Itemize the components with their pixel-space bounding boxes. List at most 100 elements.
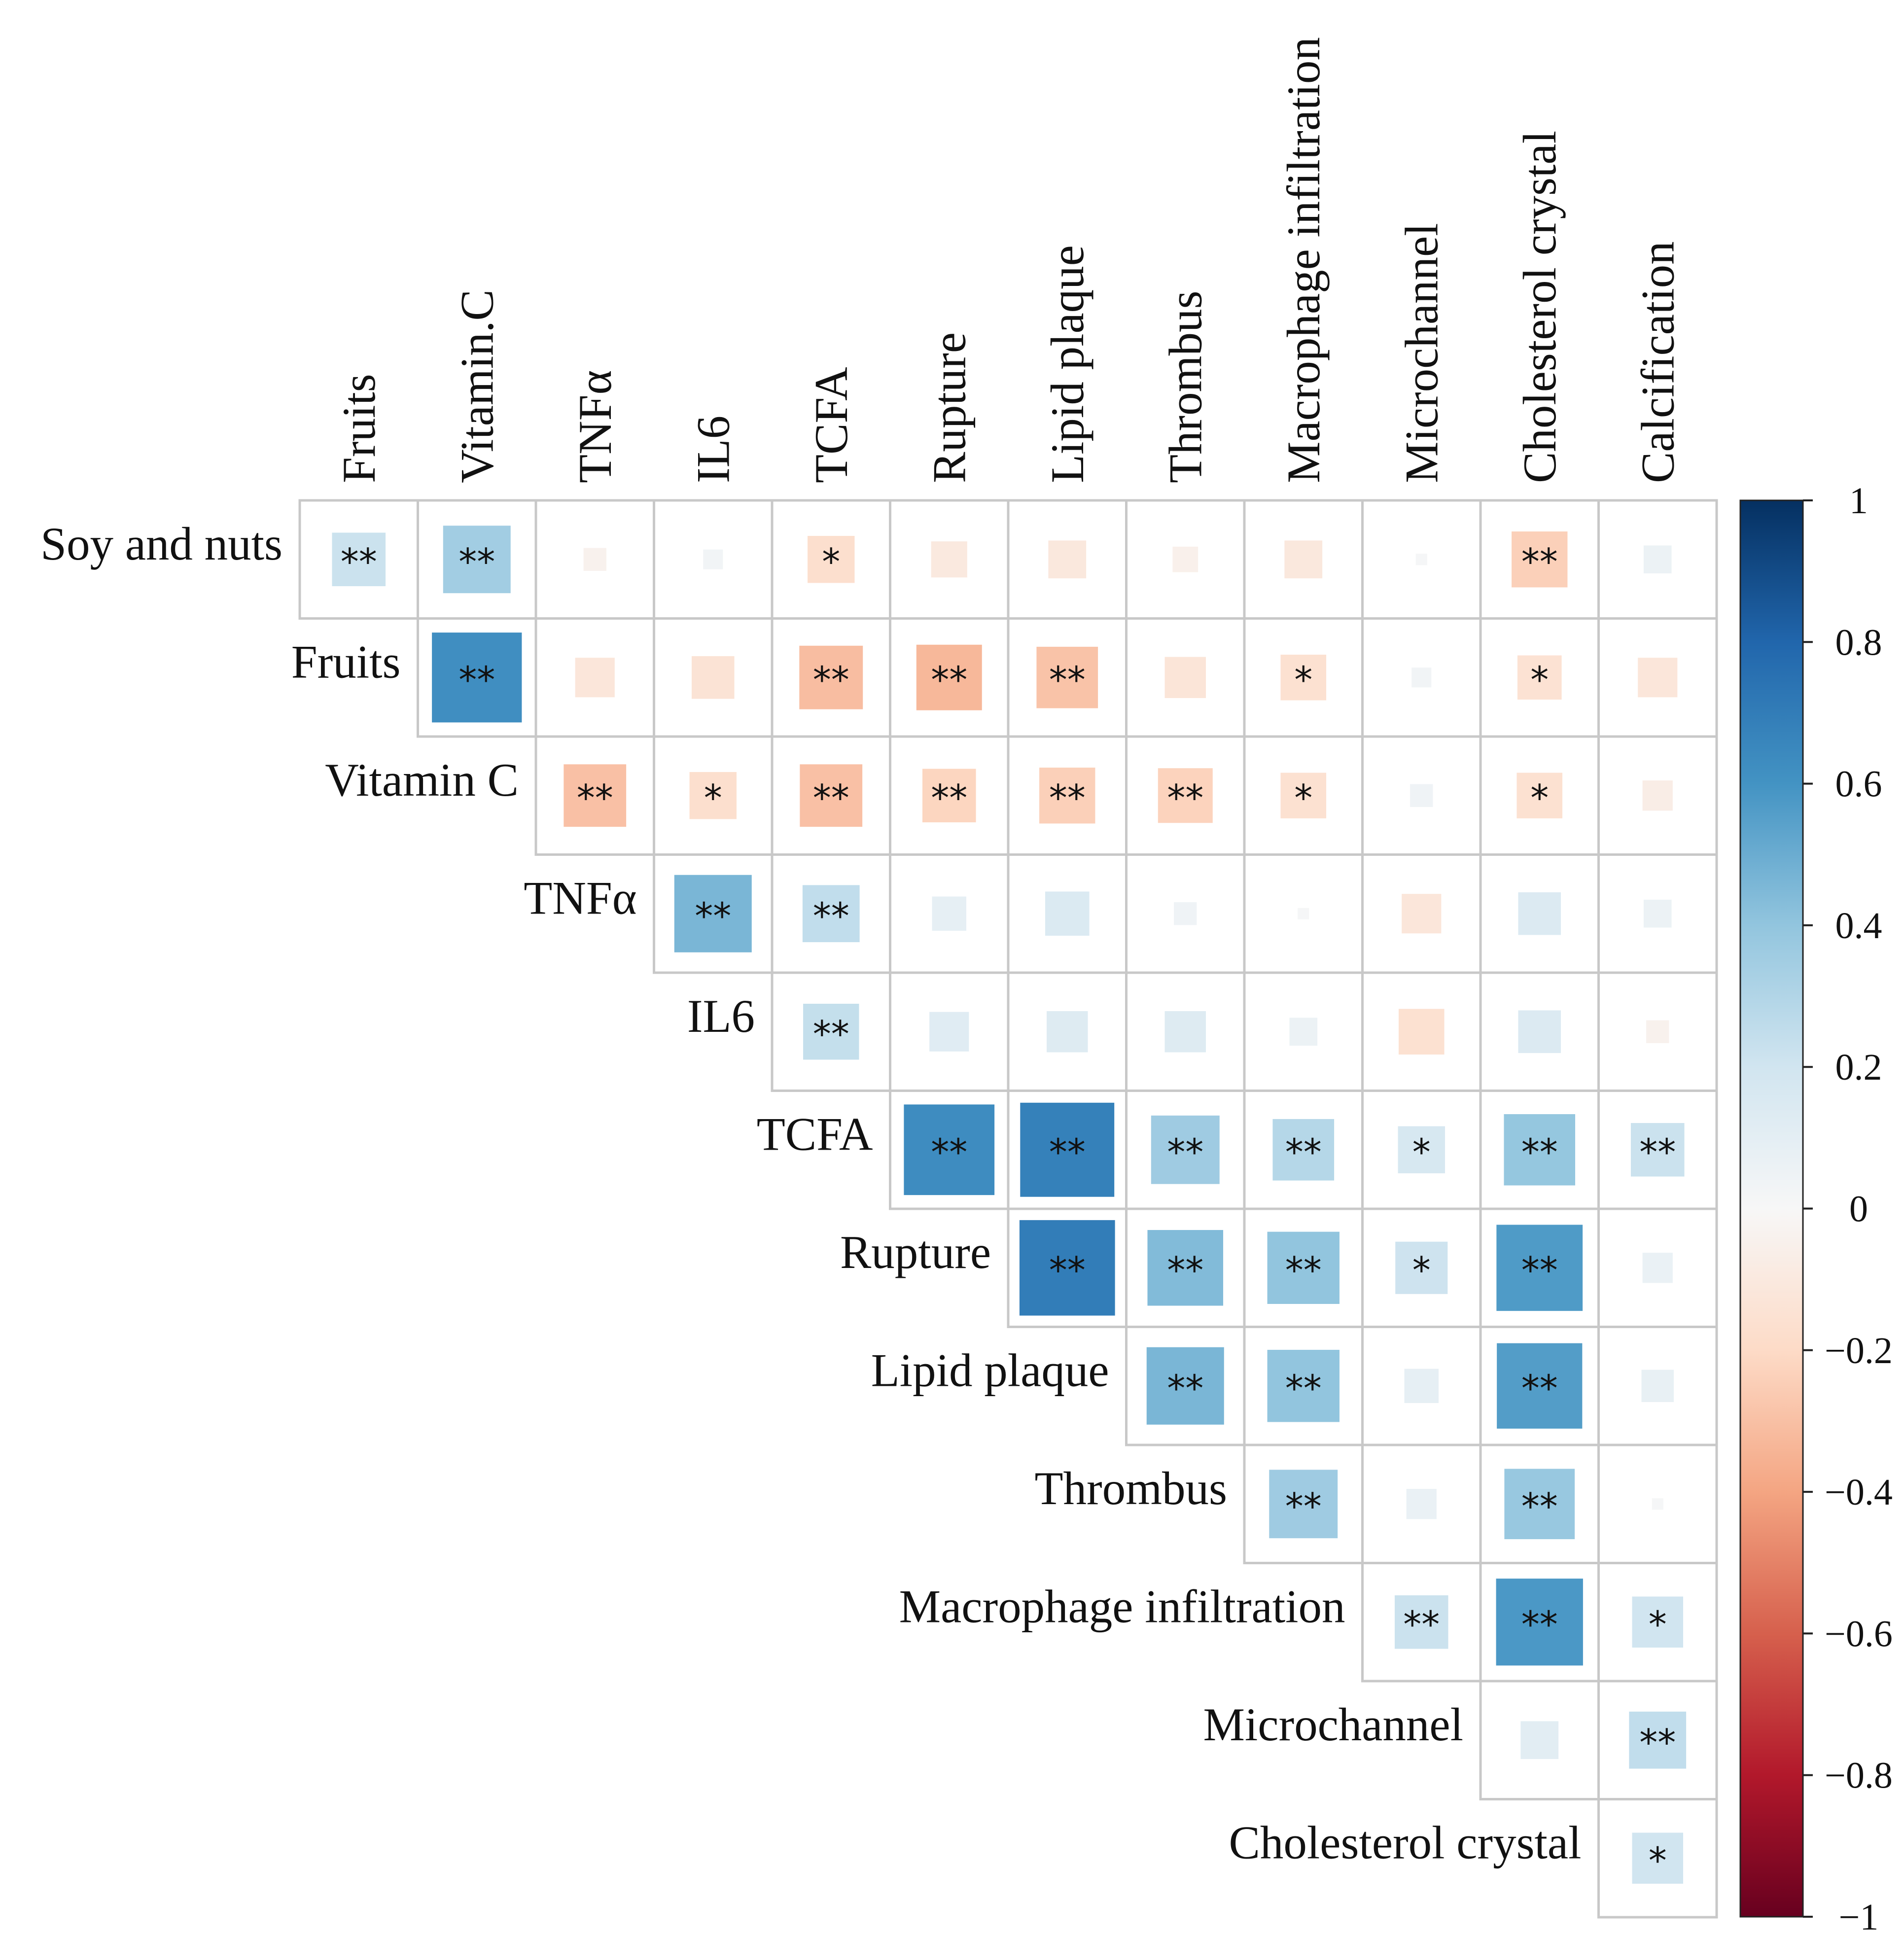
cell-tcfa-thrombus — [1151, 1115, 1220, 1184]
cell-soy-and-nuts-vitamin-c — [443, 526, 511, 594]
colorbar-tick-label-10: −1 — [1839, 1897, 1879, 1932]
significance-1-4: ** — [813, 659, 849, 701]
significance-8-10: ** — [1521, 1485, 1558, 1528]
colorbar-tick-label-8: −0.6 — [1825, 1613, 1893, 1654]
row-label-fruits: Fruits — [291, 635, 401, 688]
cell-soy-and-nuts-fruits — [332, 532, 386, 587]
cell-vitamin-c-il6 — [689, 772, 737, 819]
colorbar-tick-label-7: −0.4 — [1825, 1472, 1893, 1513]
significance-6-7: ** — [1167, 1249, 1203, 1292]
cell-fruits-cholesterol-crystal — [1517, 655, 1562, 700]
row-label-macrophage-infiltration: Macrophage infiltration — [899, 1580, 1345, 1632]
colorbar-gradient — [1739, 499, 1804, 1918]
row-label-thrombus: Thrombus — [1034, 1462, 1227, 1514]
cell-thrombus-macrophage-infiltration — [1269, 1470, 1338, 1539]
significance-7-8: ** — [1285, 1367, 1322, 1409]
cell-macrophage-infiltration-cholesterol-crystal — [1496, 1579, 1583, 1666]
significance-2-7: ** — [1167, 777, 1203, 819]
cell-fruits-microchannel — [1411, 668, 1432, 688]
column-label-thrombus: Thrombus — [1159, 290, 1211, 483]
row-label-il6: IL6 — [687, 990, 755, 1042]
significance-5-6: ** — [1049, 1131, 1086, 1173]
significance-9-10: ** — [1521, 1603, 1558, 1646]
significance-1-6: ** — [1049, 659, 1086, 701]
cell-il6-cholesterol-crystal — [1518, 1010, 1561, 1054]
cell-lipid-plaque-microchannel — [1404, 1369, 1439, 1403]
significance-7-10: ** — [1521, 1367, 1558, 1409]
cell-vitamin-c-rupture — [922, 769, 976, 823]
column-label-calcification: Calcification — [1631, 241, 1684, 483]
colorbar-tick-label-3: 0.4 — [1835, 905, 1882, 947]
significance-7-7: ** — [1167, 1367, 1203, 1409]
significance-4-4: ** — [813, 1013, 849, 1055]
cell-il6-lipid-plaque — [1047, 1011, 1088, 1053]
column-label-microchannel: Microchannel — [1395, 223, 1447, 483]
cell-rupture-calcification — [1642, 1253, 1673, 1283]
cell-tnf-thrombus — [1174, 902, 1197, 925]
cell-tcfa-macrophage-infiltration — [1272, 1119, 1335, 1181]
significance-2-8: * — [1294, 777, 1312, 819]
cell-il6-macrophage-infiltration — [1289, 1018, 1318, 1046]
cell-tnf-tcfa — [802, 885, 860, 943]
cell-il6-rupture — [929, 1012, 969, 1052]
colorbar-tick-label-1: 0.8 — [1835, 622, 1882, 663]
cell-vitamin-c-calcification — [1642, 780, 1673, 811]
cell-tcfa-lipid-plaque — [1020, 1102, 1115, 1197]
cell-thrombus-calcification — [1652, 1498, 1663, 1510]
significance-10-11: ** — [1639, 1722, 1676, 1764]
cell-vitamin-c-tcfa — [800, 764, 863, 827]
significance-6-6: ** — [1049, 1249, 1086, 1292]
row-label-rupture: Rupture — [840, 1226, 991, 1278]
significance-8-8: ** — [1285, 1485, 1322, 1528]
colorbar-tick-label-4: 0.2 — [1835, 1047, 1882, 1088]
colorbar-tick-label-6: −0.2 — [1825, 1330, 1893, 1371]
cell-lipid-plaque-macrophage-infiltration — [1267, 1350, 1340, 1422]
cell-il6-tcfa — [803, 1004, 859, 1060]
significance-0-0: ** — [341, 541, 377, 583]
significance-5-10: ** — [1521, 1131, 1558, 1173]
significance-0-4: * — [822, 541, 840, 583]
significance-6-10: ** — [1521, 1249, 1558, 1292]
cell-microchannel-cholesterol-crystal — [1520, 1721, 1559, 1759]
cell-soy-and-nuts-calcification — [1643, 545, 1672, 574]
cell-lipid-plaque-cholesterol-crystal — [1497, 1343, 1583, 1429]
cell-squares — [332, 526, 1687, 1884]
cell-fruits-il6 — [691, 656, 735, 699]
row-label-soy-and-nuts: Soy and nuts — [40, 518, 282, 570]
column-label-vitamin-c: Vitamin.C — [451, 289, 503, 483]
significance-1-10: * — [1530, 659, 1549, 701]
significance-2-2: ** — [577, 777, 613, 819]
cell-fruits-macrophage-infiltration — [1280, 654, 1327, 701]
colorbar-tick-label-5: 0 — [1849, 1189, 1868, 1230]
column-label-rupture: Rupture — [923, 332, 975, 483]
significance-0-10: ** — [1521, 541, 1558, 583]
column-label-fruits: Fruits — [333, 374, 385, 483]
cell-soy-and-nuts-macrophage-infiltration — [1284, 540, 1323, 579]
cell-vitamin-c-macrophage-infiltration — [1280, 773, 1327, 819]
cell-vitamin-c-cholesterol-crystal — [1516, 773, 1563, 819]
cell-rupture-cholesterol-crystal — [1496, 1225, 1583, 1311]
significance-9-9: ** — [1403, 1603, 1440, 1646]
cell-cholesterol-crystal-calcification — [1632, 1832, 1684, 1884]
significance-5-5: ** — [931, 1131, 967, 1173]
cell-soy-and-nuts-tcfa — [808, 536, 855, 583]
cell-fruits-vitamin-c — [432, 633, 522, 723]
cell-soy-and-nuts-tnf — [583, 548, 606, 571]
column-label-tnf: TNFα — [569, 370, 621, 483]
cell-thrombus-cholesterol-crystal — [1504, 1469, 1575, 1540]
significance-3-3: ** — [695, 895, 731, 937]
significance-6-8: ** — [1285, 1249, 1322, 1292]
cell-vitamin-c-lipid-plaque — [1039, 768, 1095, 824]
significance-5-8: ** — [1285, 1131, 1322, 1173]
cell-soy-and-nuts-lipid-plaque — [1048, 540, 1087, 579]
cell-grid — [298, 499, 1718, 1919]
cell-soy-and-nuts-cholesterol-crystal — [1512, 531, 1568, 588]
cell-microchannel-calcification — [1629, 1711, 1687, 1769]
column-label-il6: IL6 — [687, 416, 739, 483]
significance-2-3: * — [704, 777, 722, 819]
row-label-tcfa: TCFA — [757, 1108, 873, 1160]
cell-tnf-microchannel — [1402, 894, 1442, 934]
significance-11-11: * — [1649, 1839, 1667, 1882]
